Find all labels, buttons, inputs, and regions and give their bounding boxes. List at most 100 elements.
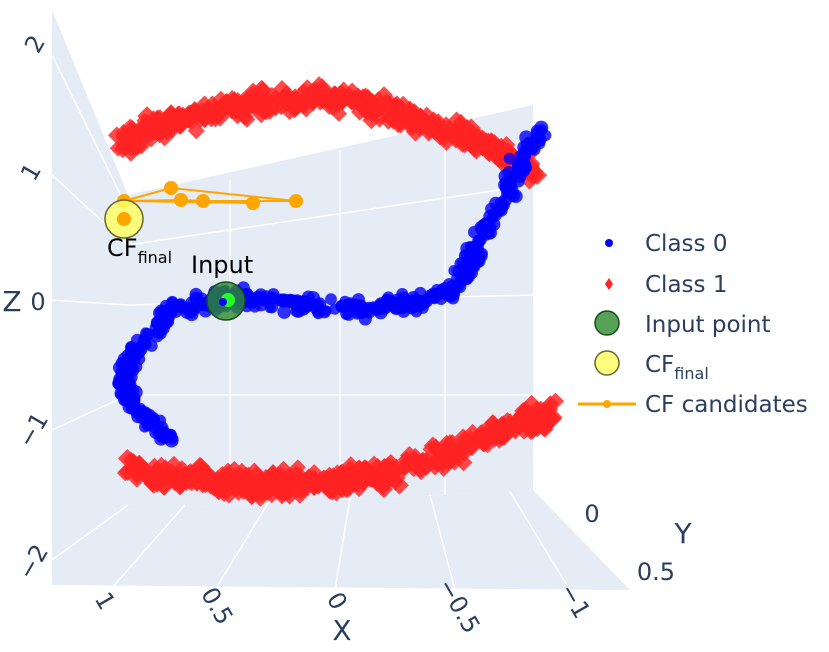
- class1-point: [177, 473, 196, 491]
- legend-item-class0[interactable]: Class 0: [605, 231, 727, 257]
- class1-point: [186, 464, 207, 485]
- class1-point: [291, 471, 310, 491]
- class1-point: [281, 482, 298, 499]
- class0-point: [477, 248, 488, 259]
- class1-point: [148, 110, 166, 128]
- class1-point: [312, 78, 333, 99]
- z-tick-0: 0: [30, 288, 45, 316]
- z-tick-2: 2: [19, 30, 51, 57]
- legend-symbol-class1: [605, 278, 613, 290]
- z-tick-m1: −1: [12, 408, 54, 453]
- legend-label-class1: Class 1: [645, 272, 727, 298]
- legend-item-cf-candidates[interactable]: CF candidates: [578, 392, 808, 418]
- class1-point: [277, 473, 294, 491]
- class1-point: [310, 91, 330, 111]
- class0-point: [396, 302, 409, 315]
- class1-point: [398, 453, 416, 471]
- class0-point: [303, 297, 317, 310]
- class0-point: [358, 303, 373, 317]
- class1-point: [209, 473, 226, 490]
- left-wall: [52, 10, 128, 585]
- class1-point: [219, 484, 239, 504]
- class1-point: [226, 102, 243, 120]
- z-tick-1: 1: [15, 158, 47, 185]
- class1-point: [380, 96, 400, 116]
- class0-point: [126, 352, 140, 366]
- class1-point: [518, 406, 539, 427]
- legend-symbol-input: [594, 310, 620, 336]
- class1-point: [538, 399, 559, 420]
- grid-lines: [51, 54, 571, 591]
- class1-point: [465, 140, 483, 158]
- y-tick-0: 0: [584, 500, 599, 528]
- class0-point: [381, 294, 393, 306]
- class0-point: [460, 241, 474, 256]
- class0-point: [161, 315, 175, 329]
- class0-point: [169, 305, 183, 318]
- legend-item-class1[interactable]: Class 1: [605, 272, 727, 298]
- cf-candidate-point: [246, 196, 260, 210]
- class1-point: [442, 440, 460, 457]
- y-tick-05: 0.5: [637, 558, 675, 586]
- class0-point: [520, 161, 532, 174]
- class1-point: [536, 416, 555, 435]
- class1-point: [118, 127, 138, 147]
- class0-point: [452, 279, 467, 294]
- class1-point: [332, 464, 349, 482]
- class1-point: [269, 482, 288, 500]
- cf-candidate-point: [164, 181, 178, 195]
- y-axis-title: Y: [673, 517, 692, 550]
- class1-point: [446, 454, 463, 471]
- class1-point: [143, 473, 163, 493]
- class1-point: [377, 475, 395, 493]
- cf-final-point: [117, 212, 131, 226]
- legend-item-cf-final[interactable]: CFfinal: [594, 350, 709, 383]
- class1-point: [130, 454, 149, 473]
- class0-point: [440, 287, 453, 299]
- class1-point: [191, 111, 209, 129]
- class1-point: [235, 107, 254, 126]
- class1-point: [332, 478, 352, 499]
- class1-point: [339, 475, 357, 493]
- class1-point: [356, 459, 374, 476]
- input-point-dot: [219, 298, 227, 306]
- legend-label-cf-final: CFfinal: [645, 352, 709, 383]
- cf-final-annotation: CFfinal: [107, 234, 172, 267]
- class0-point: [503, 152, 516, 165]
- class1-point: [350, 96, 367, 113]
- class1-point: [330, 92, 348, 110]
- class1-point: [484, 426, 502, 443]
- legend-label-cf-candidates: CF candidates: [645, 392, 808, 418]
- class1-point: [378, 110, 399, 130]
- class0-point: [277, 305, 292, 319]
- class0-point: [154, 414, 167, 427]
- class0-point: [483, 228, 496, 240]
- class1-point: [128, 463, 147, 482]
- legend[interactable]: Class 0 Class 1 Input point CFfinal CF c…: [578, 231, 808, 418]
- z-axis-title: Z: [2, 285, 21, 318]
- class0-point: [501, 187, 514, 200]
- class0-point: [512, 175, 525, 188]
- class0-point: [487, 208, 500, 221]
- class0-point: [116, 368, 131, 382]
- class1-point: [455, 443, 474, 462]
- class0-point: [126, 383, 140, 397]
- class1-point: [185, 101, 205, 121]
- class0-point: [152, 426, 165, 439]
- class0-point: [495, 201, 509, 214]
- class0-point: [337, 301, 349, 313]
- class0-point: [179, 302, 193, 315]
- class1-point: [162, 105, 182, 125]
- class1-point: [224, 94, 242, 111]
- class1-point: [417, 453, 435, 471]
- class0-point: [465, 258, 480, 273]
- x-tick-05: 0.5: [195, 582, 238, 629]
- class1-point: [287, 88, 304, 105]
- class1-point: [376, 458, 393, 475]
- class0-point: [325, 293, 337, 306]
- class1-point: [201, 107, 218, 124]
- class1-point: [277, 93, 296, 113]
- legend-item-input-point[interactable]: Input point: [594, 310, 771, 338]
- class0-point: [139, 406, 152, 419]
